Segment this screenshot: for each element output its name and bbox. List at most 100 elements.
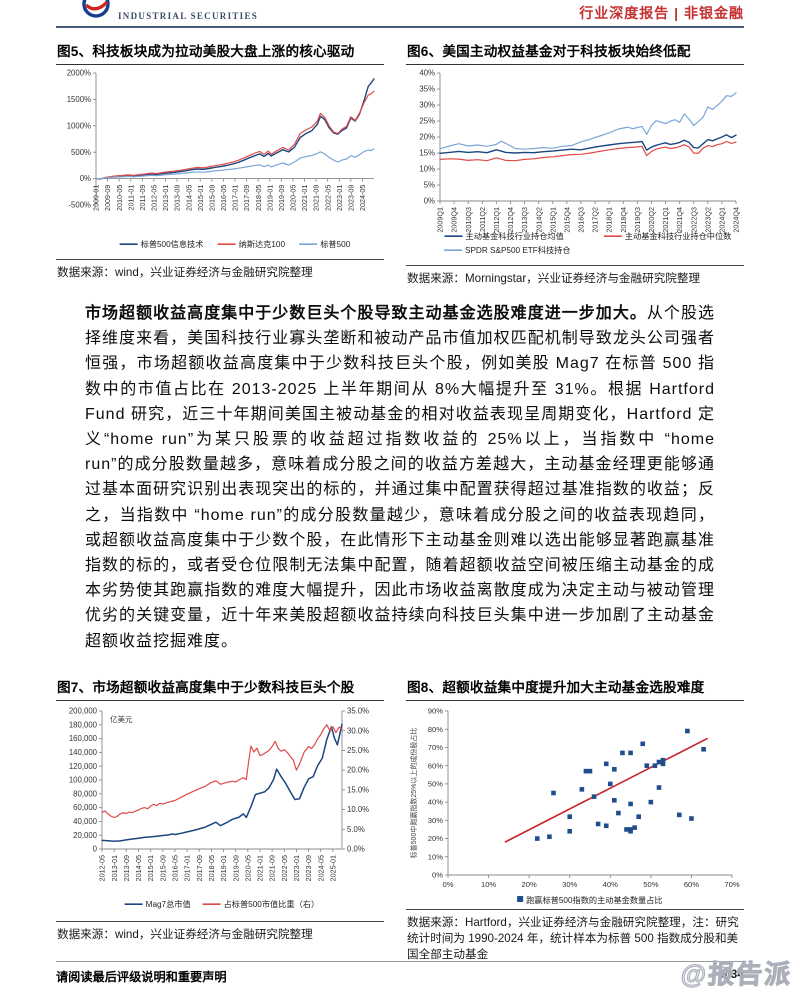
svg-text:2017-09: 2017-09 [242,185,251,211]
footer-content: 请阅读最后评级说明和重要声明 6/34 [56,962,744,985]
figure-8-title: 图8、超额收益集中度提升加大主动基金选股难度 [406,674,744,701]
svg-text:2011Q2: 2011Q2 [478,207,487,232]
svg-text:0: 0 [93,844,98,853]
svg-text:2022-05: 2022-05 [280,855,289,881]
figure-5-caption: 数据来源：wind，兴业证券经济与金融研究院整理 [56,259,384,281]
svg-text:2013-09: 2013-09 [173,185,182,211]
paragraph-lead-sentence: 市场超额收益高度集中于少数巨头个股导致主动基金选股难度进一步加大。 [85,305,647,322]
svg-text:2019-09: 2019-09 [277,185,286,211]
svg-text:100,000: 100,000 [69,775,98,784]
svg-text:0%: 0% [424,197,435,206]
svg-text:2019-01: 2019-01 [265,185,274,211]
svg-text:2015Q1: 2015Q1 [548,207,557,233]
svg-text:0%: 0% [432,870,443,879]
figure-row-2: 图7、市场超额收益高度集中于少数科技巨头个股 200,000 180,000 160… [56,674,744,963]
figure-6-line-chart: 40% 35% 30% 25% 20% 15% 10% 5% 0%2009Q1 2009Q4 201… [419,69,740,255]
svg-text:2018-05: 2018-05 [207,855,216,881]
figure-6: 图6、美国主动权益基金对于科技板块始终低配 40% 35% 30% 25% 20% 15%… [406,38,744,287]
svg-text:0%: 0% [80,174,91,183]
footer-divider [56,961,744,962]
svg-text:2022-05: 2022-05 [323,185,332,211]
svg-text:2015-01: 2015-01 [196,185,205,211]
svg-text:主动基金科技行业持仓中位数: 主动基金科技行业持仓中位数 [625,231,731,241]
svg-text:40,000: 40,000 [73,817,98,826]
svg-text:2013Q3: 2013Q3 [520,207,529,233]
figure-5-title: 图5、科技板块成为拉动美股大盘上涨的核心驱动 [56,38,384,65]
figure-8-scatter-chart: 90% 80% 70% 60% 50% 40% 30% 20% 10% 0%0% 10% 20% 30%… [409,706,740,905]
svg-text:2017-01: 2017-01 [231,185,240,211]
footer-disclaimer: 请阅读最后评级说明和重要声明 [56,970,227,984]
svg-text:2016Q3: 2016Q3 [577,207,586,233]
svg-text:2009-01: 2009-01 [92,185,101,211]
svg-text:80%: 80% [428,725,443,734]
svg-text:2021Q1: 2021Q1 [661,207,670,233]
svg-text:2017-09: 2017-09 [195,855,204,881]
svg-text:2009Q1: 2009Q1 [436,207,445,233]
svg-text:-500%: -500% [68,201,91,210]
svg-text:2013-01: 2013-01 [110,855,119,881]
svg-text:2000%: 2000% [67,69,91,78]
svg-text:10%: 10% [428,852,443,861]
svg-text:2015Q4: 2015Q4 [562,207,571,233]
svg-text:2013-01: 2013-01 [161,185,170,211]
svg-text:180,000: 180,000 [69,720,98,729]
figure-7-line-chart: 200,000 180,000 160,000 140,000 120,000 100,0… [69,706,369,908]
page-footer: 请阅读最后评级说明和重要声明 6/34 @报告派 [0,959,800,995]
svg-text:15.0%: 15.0% [347,785,369,794]
paragraph-body-text: 从个股选择维度来看，美国科技行业寡头垄断和被动产品市值加权匹配机制导致龙头公司强… [85,305,715,650]
svg-text:2023Q2: 2023Q2 [703,207,712,233]
svg-text:标普500中跑赢指数25%以上的成份股占比: 标普500中跑赢指数25%以上的成份股占比 [409,727,418,858]
svg-text:2011-01: 2011-01 [126,185,135,211]
svg-text:2014-05: 2014-05 [134,855,143,881]
svg-text:5.0%: 5.0% [347,825,365,834]
svg-text:2015-09: 2015-09 [158,855,167,881]
svg-text:2018-05: 2018-05 [254,185,263,211]
svg-text:标普500信息技术: 标普500信息技术 [141,239,204,249]
svg-text:70%: 70% [428,743,443,752]
svg-text:30%: 30% [428,816,443,825]
svg-text:跑赢标普500指数的主动基金数量占比: 跑赢标普500指数的主动基金数量占比 [526,895,662,905]
svg-text:主动基金科技行业持仓均值: 主动基金科技行业持仓均值 [466,231,564,241]
svg-text:2023-01: 2023-01 [292,855,301,881]
svg-text:2010Q3: 2010Q3 [464,207,473,233]
svg-text:2021-09: 2021-09 [268,855,277,881]
figure-6-title: 图6、美国主动权益基金对于科技板块始终低配 [406,38,744,65]
figure-8-caption: 数据来源：Hartford，兴业证券经济与金融研究院整理，注：研究统计时间为 1… [406,908,744,963]
svg-text:亿美元: 亿美元 [110,714,133,724]
svg-text:25%: 25% [419,117,435,126]
svg-text:2021Q4: 2021Q4 [675,207,684,233]
svg-text:20,000: 20,000 [73,831,98,840]
svg-text:2019-09: 2019-09 [231,855,240,881]
svg-text:20%: 20% [522,880,537,889]
svg-text:2014Q2: 2014Q2 [534,207,543,233]
svg-text:0%: 0% [443,880,454,889]
svg-text:20%: 20% [419,133,435,142]
svg-text:40%: 40% [428,798,443,807]
figure-7: 图7、市场超额收益高度集中于少数科技巨头个股 200,000 180,000 160… [56,674,384,963]
svg-text:2009-09: 2009-09 [103,185,112,211]
svg-text:2018Q1: 2018Q1 [605,207,614,233]
svg-text:2010-05: 2010-05 [115,185,124,211]
svg-text:20%: 20% [428,834,443,843]
svg-text:1000%: 1000% [67,121,91,130]
svg-text:15%: 15% [419,149,435,158]
svg-text:标普500: 标普500 [320,239,350,249]
figure-row-1: 图5、科技板块成为拉动美股大盘上涨的核心驱动 2000% 1500% 1000% 50… [56,38,744,287]
company-logo: INDUSTRIAL SECURITIES [82,0,258,26]
svg-text:2025-01: 2025-01 [328,855,337,881]
svg-text:2013-09: 2013-09 [122,855,131,881]
svg-text:160,000: 160,000 [69,734,98,743]
svg-text:30.0%: 30.0% [347,726,369,735]
svg-text:2016-05: 2016-05 [171,855,180,881]
svg-text:2021-01: 2021-01 [256,855,265,881]
svg-text:2023-09: 2023-09 [346,185,355,211]
svg-text:80,000: 80,000 [73,789,98,798]
figure-8: 图8、超额收益集中度提升加大主动基金选股难度 90% 80% 70% 60% 50% 40… [406,674,744,963]
svg-text:120,000: 120,000 [69,762,98,771]
svg-text:2012Q4: 2012Q4 [506,207,515,233]
svg-text:30%: 30% [419,101,435,110]
report-type-label: 行业深度报告 | 非银金融 [579,5,744,21]
svg-text:2023-09: 2023-09 [304,855,313,881]
svg-text:2017Q2: 2017Q2 [591,207,600,233]
svg-text:2015-09: 2015-09 [207,185,216,211]
